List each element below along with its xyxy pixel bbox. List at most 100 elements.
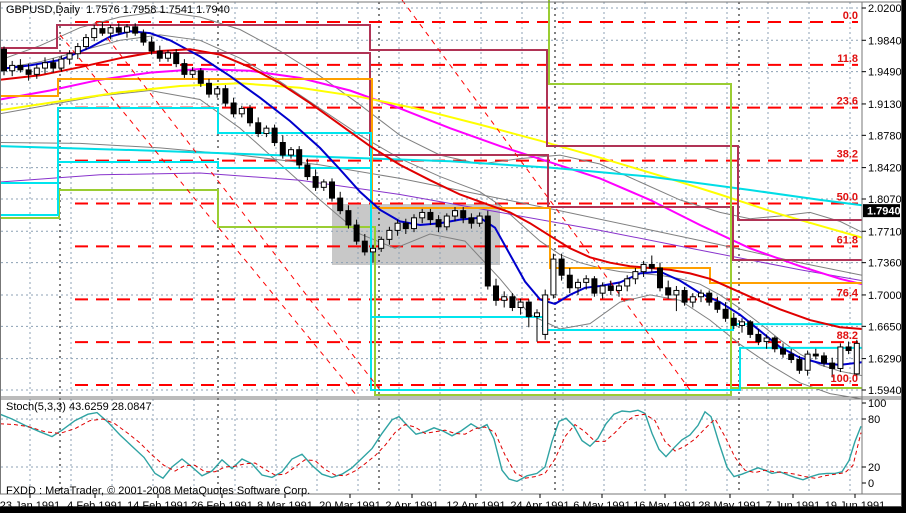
- candle-bear: [247, 107, 253, 124]
- candle-bull: [534, 312, 540, 317]
- candle-bull: [419, 211, 426, 219]
- price-tick-label: 1.5940: [868, 385, 902, 397]
- candle-bear: [648, 263, 655, 269]
- trendline-dashed-2: [94, 21, 381, 391]
- fib-label-38.2: 38.2: [837, 149, 858, 161]
- candle-bear: [771, 337, 778, 350]
- candle-bear: [566, 274, 573, 289]
- date-axis[interactable]: 23 Jan 1991 4 Feb 1991 14 Feb 1991 26 Feb 1…: [0, 494, 885, 512]
- candle-bear: [17, 64, 24, 71]
- candle-bull: [74, 46, 81, 55]
- fib-label-23.6: 23.6: [837, 96, 858, 108]
- candle-bear: [255, 122, 262, 135]
- candle-bear: [591, 278, 598, 294]
- candle-bull: [411, 217, 417, 230]
- bollinger-lower: [0, 89, 863, 400]
- candle-bull: [83, 37, 89, 48]
- candle-bull: [853, 342, 860, 375]
- candle-bear: [304, 164, 311, 178]
- chart-title: GBPUSD,Daily 1.7576 1.7958 1.7541 1.7940: [6, 4, 230, 16]
- price-axis[interactable]: 2.0200 1.9840 1.9490 1.9130 1.8780 1.8420 1.80…: [862, 3, 902, 397]
- stoch-tick-label: 0: [868, 478, 874, 490]
- candle-bull: [214, 88, 221, 95]
- candle-bear: [329, 181, 335, 199]
- stochastic-main-line: [0, 409, 862, 483]
- candle-bear: [25, 69, 32, 75]
- indicator-overlays: [0, 0, 863, 400]
- candle-bear: [427, 211, 434, 221]
- candle-bear: [197, 70, 204, 84]
- grid: [1, 2, 862, 494]
- candle-bear: [148, 41, 155, 52]
- trendline-dashed-1: [59, 34, 356, 394]
- candle-bull: [550, 258, 557, 296]
- candle-bear: [435, 219, 442, 228]
- candle-bear: [509, 296, 516, 308]
- price-tick-label: 1.9130: [868, 99, 902, 111]
- candle-bear: [812, 353, 819, 357]
- candle-bear: [706, 292, 713, 303]
- candle-bear: [829, 362, 836, 369]
- date-tick-label: 26 Feb 1991: [191, 500, 253, 512]
- date-tick-label: 23 Jan 1991: [0, 500, 60, 512]
- candle-bear: [402, 222, 409, 230]
- candle-bull: [42, 62, 48, 69]
- candle-bull: [394, 222, 401, 231]
- candle-bear: [1, 48, 7, 72]
- candle-bear: [780, 348, 786, 355]
- current-price-label: 1.7940: [867, 206, 901, 218]
- candle-bear: [845, 346, 852, 352]
- candle-bear: [730, 317, 737, 326]
- candle-bear: [230, 102, 237, 115]
- date-tick-label: 24 Apr 1991: [510, 500, 569, 512]
- candle-bull: [33, 67, 40, 75]
- candle-bull: [443, 215, 450, 228]
- candle-bear: [296, 149, 303, 166]
- candle-bull: [378, 238, 385, 249]
- stoch-tick-label: 80: [868, 414, 880, 426]
- fib-label-88.2: 88.2: [837, 330, 858, 342]
- stochastic-signal-line: [0, 413, 862, 479]
- candle-bull: [624, 278, 631, 287]
- current-price-tag: 1.7940: [863, 204, 901, 218]
- olive-step-high: [548, 0, 732, 388]
- price-tick-label: 1.8780: [868, 130, 902, 142]
- fib-label-50.0: 50.0: [837, 191, 858, 203]
- candle-bear: [279, 142, 286, 156]
- ma-red: [0, 48, 863, 330]
- date-tick-label: 7 Jun 1991: [766, 500, 820, 512]
- candle-bull: [386, 229, 393, 240]
- fib-label-76.4: 76.4: [837, 287, 859, 299]
- candle-bull: [837, 346, 844, 369]
- aqua-step-2: [0, 161, 862, 391]
- candle-bull: [517, 301, 524, 308]
- date-tick-label: 6 May 1991: [573, 500, 630, 512]
- price-tick-label: 1.7710: [868, 226, 902, 238]
- candle-bull: [640, 263, 647, 273]
- candle-bull: [9, 64, 16, 72]
- candle-bear: [558, 258, 565, 276]
- candle-bull: [107, 27, 114, 34]
- orange-step: [0, 78, 862, 284]
- price-tick-label: 1.6650: [868, 321, 902, 333]
- stochastic-label: Stoch(5,3,3) 43.6259 28.0847: [6, 401, 152, 413]
- candle-bull: [58, 58, 65, 69]
- candle-bear: [50, 62, 57, 69]
- candle-bull: [583, 278, 590, 283]
- candle-bear: [788, 353, 795, 361]
- price-tick-label: 1.9840: [868, 35, 902, 47]
- price-tick-label: 1.8420: [868, 163, 902, 175]
- date-tick-label: 8 Mar 1991: [257, 500, 313, 512]
- candle-bear: [755, 333, 762, 343]
- candle-bear: [345, 210, 352, 226]
- date-tick-label: 28 May 1991: [698, 500, 762, 512]
- date-tick-label: 20 Mar 1991: [319, 500, 381, 512]
- candle-bull: [189, 70, 196, 75]
- candle-bear: [206, 82, 212, 95]
- candle-bull: [616, 285, 622, 291]
- candle-bear: [796, 359, 803, 371]
- candle-bear: [337, 197, 344, 212]
- candle-bear: [173, 52, 180, 65]
